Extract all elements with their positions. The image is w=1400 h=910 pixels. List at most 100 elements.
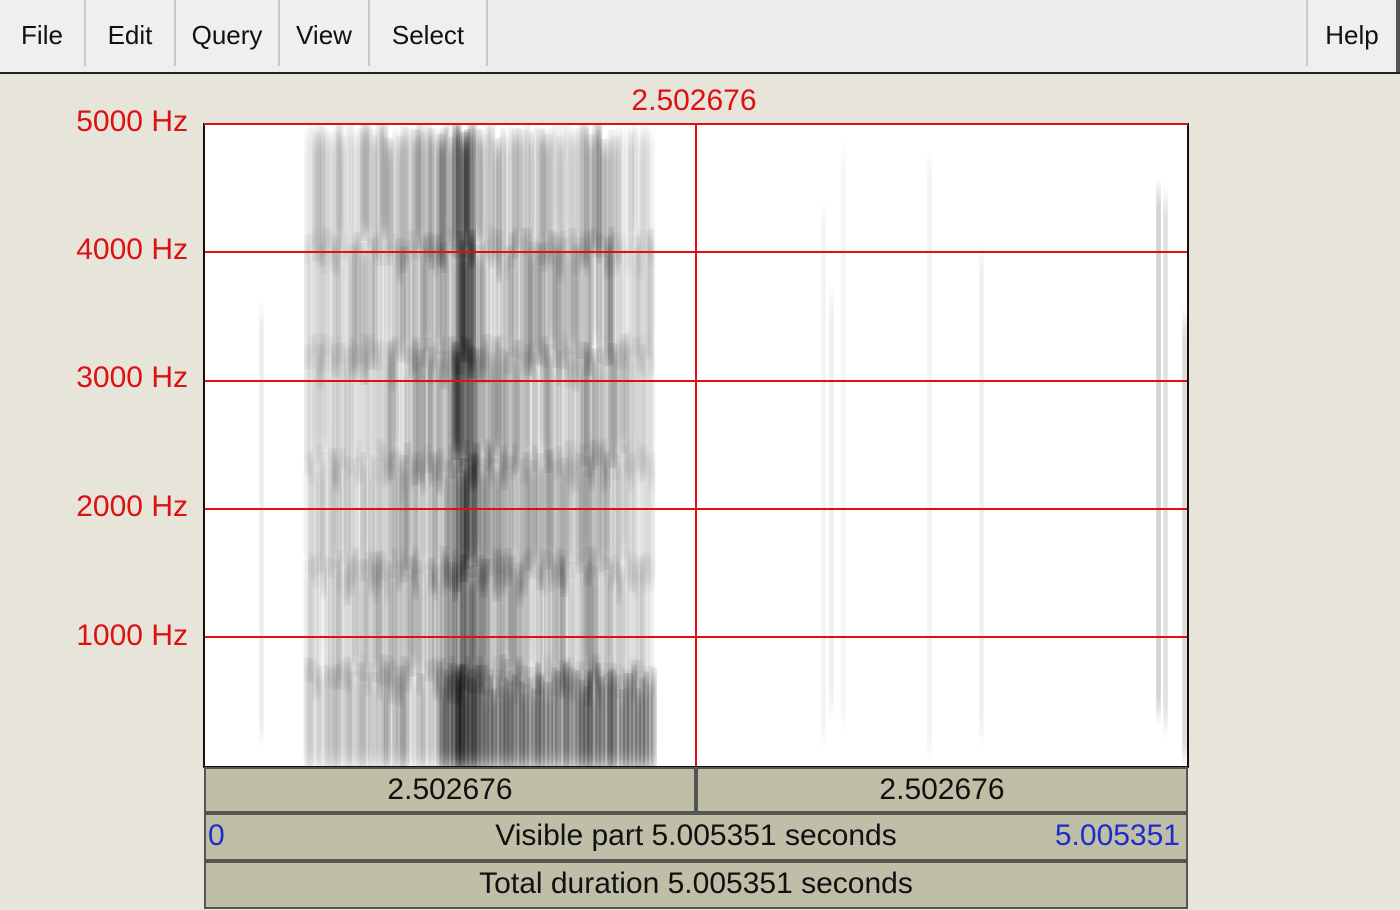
freq-label-1000: 1000 Hz bbox=[76, 619, 188, 652]
menu-select[interactable]: Select bbox=[370, 0, 488, 66]
energy-band bbox=[609, 233, 614, 359]
energy-band bbox=[353, 347, 359, 481]
energy-band bbox=[381, 450, 387, 574]
energy-band bbox=[608, 675, 612, 766]
energy-band bbox=[389, 660, 396, 766]
energy-band bbox=[537, 346, 543, 460]
energy-band bbox=[353, 463, 358, 581]
energy-band bbox=[605, 353, 610, 483]
energy-band bbox=[409, 560, 415, 671]
energy-band bbox=[577, 242, 583, 354]
energy-band bbox=[481, 139, 488, 252]
segment-right-panel[interactable]: 2.502676 bbox=[696, 767, 1188, 813]
energy-band bbox=[485, 128, 490, 256]
energy-band bbox=[361, 564, 368, 676]
energy-band bbox=[405, 447, 411, 565]
energy-band bbox=[425, 343, 432, 467]
energy-band bbox=[549, 134, 554, 262]
energy-band bbox=[492, 692, 496, 766]
energy-band bbox=[353, 137, 358, 256]
energy-band bbox=[609, 453, 614, 585]
energy-band bbox=[377, 238, 382, 365]
energy-band bbox=[485, 339, 492, 466]
energy-band bbox=[397, 244, 404, 356]
energy-band bbox=[361, 458, 366, 577]
energy-band bbox=[437, 139, 444, 262]
energy-band bbox=[529, 347, 535, 468]
energy-band bbox=[573, 135, 580, 268]
energy-band bbox=[473, 448, 480, 561]
energy-band bbox=[361, 248, 367, 379]
energy-band bbox=[561, 340, 568, 464]
energy-band bbox=[613, 238, 620, 361]
energy-band bbox=[517, 243, 523, 355]
energy-band bbox=[433, 458, 438, 594]
energy-band bbox=[393, 134, 399, 255]
energy-band bbox=[541, 135, 547, 266]
energy-band bbox=[329, 342, 334, 459]
energy-band bbox=[437, 240, 442, 350]
energy-band bbox=[584, 690, 588, 766]
energy-band bbox=[393, 341, 398, 454]
energy-band bbox=[377, 128, 383, 260]
energy-band bbox=[612, 667, 616, 766]
menu-query[interactable]: Query bbox=[176, 0, 280, 66]
energy-band bbox=[521, 559, 527, 683]
cursor-time-label: 2.502676 bbox=[631, 84, 757, 117]
energy-band bbox=[613, 142, 620, 270]
energy-band bbox=[553, 126, 560, 236]
menu-edit[interactable]: Edit bbox=[86, 0, 176, 66]
energy-band bbox=[537, 248, 544, 361]
energy-band bbox=[313, 561, 319, 694]
energy-band bbox=[493, 552, 500, 675]
energy-band bbox=[353, 239, 360, 374]
energy-band bbox=[485, 245, 490, 378]
energy-band bbox=[409, 351, 414, 485]
energy-band bbox=[580, 683, 584, 766]
energy-band bbox=[605, 457, 610, 565]
energy-band bbox=[489, 450, 494, 570]
energy-band bbox=[501, 560, 506, 679]
energy-band bbox=[597, 239, 602, 358]
energy-band bbox=[456, 671, 460, 766]
energy-band bbox=[649, 355, 654, 484]
energy-band bbox=[617, 568, 624, 693]
energy-band bbox=[337, 665, 343, 766]
energy-band bbox=[589, 445, 594, 568]
energy-band bbox=[413, 344, 419, 479]
menu-help[interactable]: Help bbox=[1306, 0, 1396, 66]
energy-band bbox=[401, 132, 408, 266]
total-duration-panel[interactable]: Total duration 5.005351 seconds bbox=[204, 861, 1188, 909]
energy-band bbox=[429, 134, 434, 264]
energy-band bbox=[389, 143, 394, 251]
energy-band bbox=[629, 459, 635, 586]
energy-band bbox=[585, 568, 592, 701]
energy-band bbox=[345, 127, 352, 257]
energy-band bbox=[557, 555, 564, 691]
menu-file[interactable]: File bbox=[0, 0, 86, 66]
energy-band bbox=[620, 692, 624, 766]
energy-band bbox=[609, 349, 616, 463]
energy-band bbox=[369, 554, 376, 675]
spectrogram-plot[interactable] bbox=[0, 74, 1400, 774]
energy-band bbox=[321, 555, 326, 664]
visible-part-panel[interactable]: 0 Visible part 5.005351 seconds 5.005351 bbox=[204, 813, 1188, 861]
energy-band bbox=[345, 463, 351, 599]
energy-band bbox=[381, 344, 386, 482]
energy-band bbox=[413, 459, 418, 594]
energy-band bbox=[493, 232, 498, 346]
energy-band bbox=[621, 448, 628, 556]
energy-band bbox=[393, 665, 398, 766]
energy-band bbox=[649, 136, 655, 262]
energy-band bbox=[637, 445, 643, 580]
energy-band bbox=[569, 567, 575, 697]
segment-left-panel[interactable]: 2.502676 bbox=[204, 767, 696, 813]
menu-view[interactable]: View bbox=[280, 0, 370, 66]
energy-band bbox=[525, 553, 530, 682]
energy-band bbox=[325, 668, 331, 766]
energy-band bbox=[449, 568, 456, 698]
energy-band bbox=[497, 556, 504, 691]
freq-label-3000: 3000 Hz bbox=[76, 361, 188, 394]
energy-band bbox=[529, 555, 535, 669]
energy-band bbox=[553, 570, 558, 678]
